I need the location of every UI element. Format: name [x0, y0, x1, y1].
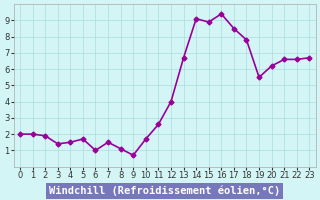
- X-axis label: Windchill (Refroidissement éolien,°C): Windchill (Refroidissement éolien,°C): [49, 185, 280, 196]
